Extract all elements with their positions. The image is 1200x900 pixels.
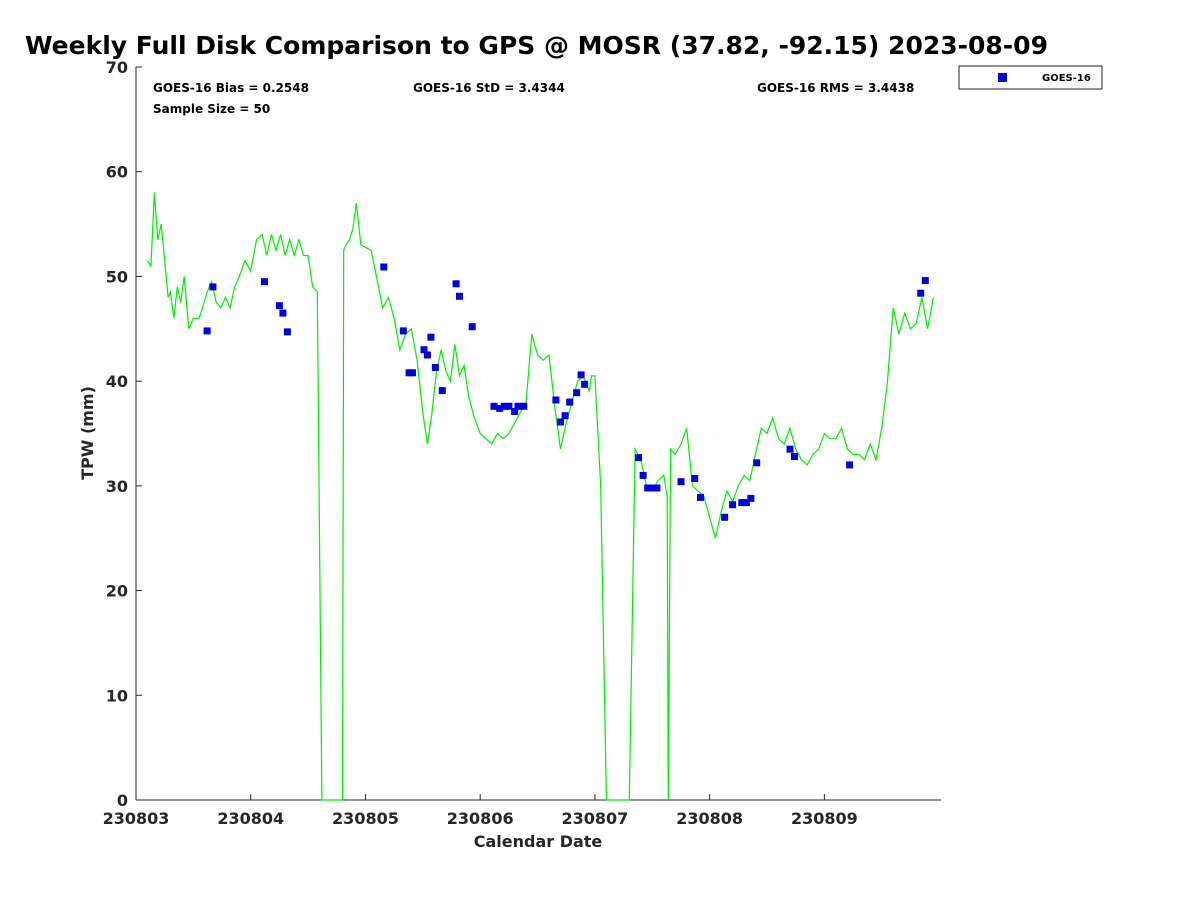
goes-16-point xyxy=(520,402,528,410)
goes-16-point xyxy=(721,513,729,521)
goes-16-point xyxy=(409,369,416,377)
goes-16-point xyxy=(697,493,704,501)
goes-16-point xyxy=(209,283,217,291)
goes-16-point xyxy=(566,398,574,406)
goes-16-point xyxy=(738,499,746,507)
goes-16-point xyxy=(505,402,513,410)
goes-16-point xyxy=(644,484,652,492)
goes-16-point xyxy=(261,278,268,286)
y-tick-label: 20 xyxy=(106,582,128,601)
x-tick-label: 230807 xyxy=(562,809,629,828)
goes-16-point xyxy=(635,454,642,462)
goes-16-point xyxy=(438,387,446,395)
y-tick-label: 10 xyxy=(106,686,128,705)
goes-16-point xyxy=(691,475,699,482)
rms-annotation: GOES-16 RMS = 3.4438 xyxy=(757,81,914,95)
goes-16-point xyxy=(648,484,656,492)
goes-16-point xyxy=(581,380,589,388)
goes-16-point xyxy=(729,501,737,509)
goes-16-point xyxy=(275,302,283,310)
goes-16-point xyxy=(791,453,798,460)
y-axis-label: TPW (mm) xyxy=(78,386,97,480)
x-tick-label: 230809 xyxy=(791,809,858,828)
goes-16-point xyxy=(577,371,585,379)
goes-16-point xyxy=(431,364,439,371)
x-tick-label: 230803 xyxy=(103,809,170,828)
goes-16-point xyxy=(742,499,750,507)
goes-16-point xyxy=(921,277,929,285)
legend-box xyxy=(958,65,1103,90)
x-tick-label: 230804 xyxy=(217,809,284,828)
goes-16-point xyxy=(917,289,925,297)
goes-16-point xyxy=(420,346,428,354)
y-tick-label: 50 xyxy=(106,267,128,286)
y-tick-label: 40 xyxy=(106,372,128,391)
goes-16-point xyxy=(496,404,504,412)
legend-goes-16-marker xyxy=(998,73,1007,82)
y-tick-label: 30 xyxy=(106,477,128,496)
y-tick-label: 0 xyxy=(117,791,128,810)
x-tick-label: 230806 xyxy=(447,809,514,828)
goes-16-point xyxy=(490,402,498,410)
goes-16-point xyxy=(399,327,407,335)
goes-16-point xyxy=(653,484,661,492)
goes-16-series xyxy=(203,263,929,521)
goes-16-point xyxy=(423,351,431,359)
x-tick-label: 230805 xyxy=(332,809,399,828)
goes-16-point xyxy=(500,402,508,410)
goes-16-point xyxy=(456,292,463,300)
goes-16-point xyxy=(639,471,647,479)
goes-16-point xyxy=(753,459,761,467)
goes-16-point xyxy=(552,396,560,404)
goes-16-point xyxy=(427,333,435,341)
gps-series xyxy=(146,192,934,801)
goes-16-point xyxy=(747,494,755,502)
legend-goes-16-label: GOES-16 xyxy=(1042,73,1091,84)
sample-size-annotation: Sample Size = 50 xyxy=(153,102,270,116)
goes-16-point xyxy=(283,328,291,336)
goes-16-point xyxy=(557,418,564,426)
goes-16-point xyxy=(561,412,569,420)
y-tick-label: 60 xyxy=(106,163,128,182)
bias-annotation: GOES-16 Bias = 0.2548 xyxy=(153,81,309,95)
goes-16-point xyxy=(380,263,388,271)
goes-16-point xyxy=(846,461,854,469)
goes-16-point xyxy=(514,402,522,410)
x-ticks: 230803 230804 230805 230806 230807 230808 2308… xyxy=(103,794,858,828)
x-axis-label: Calendar Date xyxy=(474,832,603,851)
y-ticks: 0 10 20 30 40 50 60 70 xyxy=(106,58,142,810)
goes-16-point xyxy=(452,280,460,288)
goes-16-point xyxy=(786,445,794,453)
std-annotation: GOES-16 StD = 3.4344 xyxy=(413,81,565,95)
goes-16-point xyxy=(677,478,685,486)
x-tick-label: 230808 xyxy=(676,809,743,828)
goes-16-point xyxy=(279,309,287,317)
chart-title: Weekly Full Disk Comparison to GPS @ MOS… xyxy=(25,31,1048,60)
goes-16-point xyxy=(203,327,211,335)
gps-line xyxy=(146,192,934,801)
goes-16-point xyxy=(573,389,581,397)
goes-16-point xyxy=(468,323,476,331)
legend: GOES-16 xyxy=(958,65,1103,90)
goes-16-point xyxy=(511,408,519,415)
y-tick-label: 70 xyxy=(106,58,128,77)
